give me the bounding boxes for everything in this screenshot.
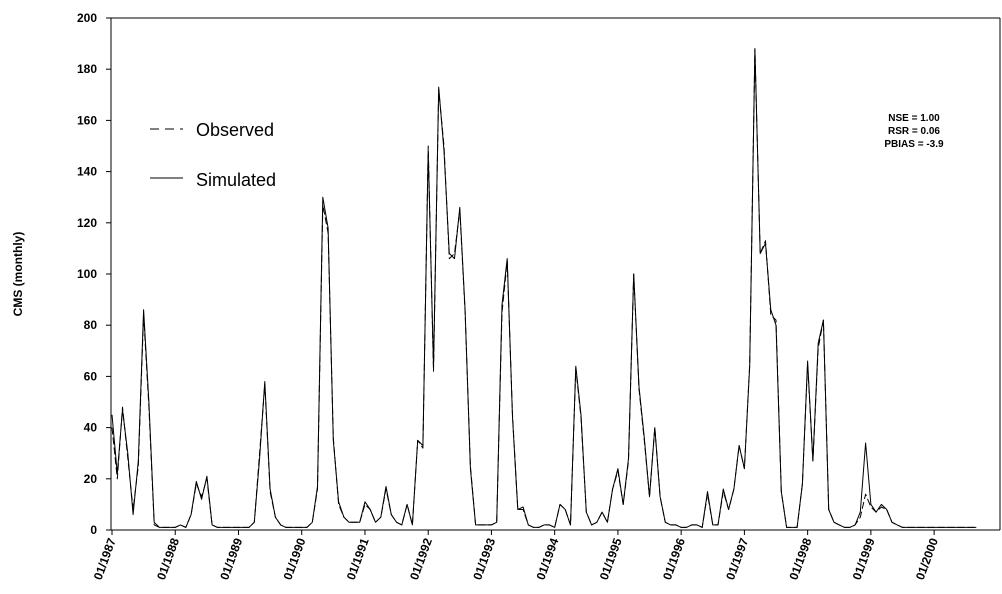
- x-tick-label: 01/2000: [913, 536, 941, 582]
- x-tick-label: 01/1991: [344, 536, 372, 582]
- legend-observed-label: Observed: [196, 120, 274, 140]
- x-tick-label: 01/1995: [597, 536, 625, 582]
- stat-pbias: PBIAS = -3.9: [884, 139, 944, 150]
- x-tick-label: 01/1994: [534, 536, 562, 582]
- x-tick-label: 01/1992: [407, 536, 435, 582]
- y-tick-label: 160: [77, 113, 97, 127]
- y-tick-label: 60: [84, 369, 98, 383]
- y-axis-ticks: 0 20 40 60 80 100 120 140 160 180 200: [77, 11, 111, 537]
- x-tick-label: 01/1997: [723, 536, 751, 582]
- x-tick-label: 01/1989: [217, 536, 245, 582]
- legend-simulated-label: Simulated: [196, 170, 276, 190]
- series-layer: [111, 48, 977, 528]
- y-tick-label: 80: [84, 318, 98, 332]
- y-tick-label: 140: [77, 165, 97, 179]
- y-tick-label: 180: [77, 62, 97, 76]
- x-tick-label: 01/1988: [154, 536, 182, 582]
- y-tick-label: 120: [77, 216, 97, 230]
- y-tick-label: 40: [84, 421, 98, 435]
- series-line-simulated: [111, 48, 977, 528]
- x-axis-ticks: 01/1987 01/1988 01/1989 01/1990 01/1991 01/19…: [91, 530, 941, 582]
- y-tick-label: 20: [84, 472, 98, 486]
- y-tick-label: 100: [77, 267, 97, 281]
- y-axis-title: CMS (monthly): [11, 232, 25, 317]
- x-tick-label: 01/1987: [91, 536, 119, 582]
- legend: Observed Simulated: [150, 120, 276, 190]
- y-tick-label: 0: [90, 523, 97, 537]
- x-tick-label: 01/1990: [281, 536, 309, 582]
- y-tick-label: 200: [77, 11, 97, 25]
- x-tick-label: 01/1993: [470, 536, 498, 582]
- stat-rsr: RSR = 0.06: [888, 126, 940, 137]
- x-tick-label: 01/1996: [660, 536, 688, 582]
- stat-nse: NSE = 1.00: [888, 113, 940, 124]
- x-tick-label: 01/1998: [786, 536, 814, 582]
- x-tick-label: 01/1999: [850, 536, 878, 582]
- stats-annotation: NSE = 1.00 RSR = 0.06 PBIAS = -3.9: [884, 113, 944, 150]
